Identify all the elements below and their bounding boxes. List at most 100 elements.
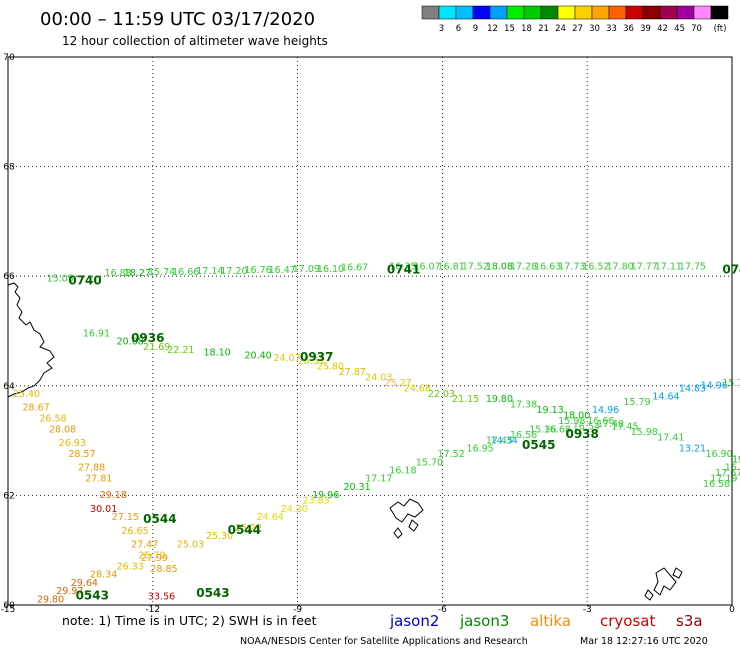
satellite-legend-jason3: jason3 — [459, 612, 509, 630]
colorbar-swatch — [438, 5, 457, 20]
colorbar-swatch — [421, 5, 440, 20]
swh-value: 18.00 — [563, 411, 590, 422]
time-label: 0543 — [76, 589, 109, 603]
colorbar-label: 12 — [487, 24, 498, 34]
swh-value: 24.68 — [404, 383, 431, 394]
swh-value: 16.67 — [341, 263, 368, 274]
colorbar-label: 70 — [691, 24, 702, 34]
x-tick-label: -15 — [1, 605, 16, 615]
swh-value: 24.07 — [273, 353, 300, 364]
time-label: 0741 — [387, 262, 420, 276]
swh-value: 28.08 — [49, 424, 76, 435]
swh-value: 23.83 — [302, 496, 329, 507]
swh-value: 27.99 — [141, 553, 168, 564]
colorbar-swatch — [625, 5, 644, 20]
y-tick-label: 66 — [3, 272, 15, 282]
swh-value: 28.57 — [68, 449, 95, 460]
colorbar-label: 3 — [439, 24, 444, 34]
y-tick-label: 62 — [3, 491, 14, 501]
y-axis-ticks: 60 62 64 66 68 70 — [3, 53, 15, 611]
swh-value: 16.81 — [438, 262, 465, 273]
swh-value: 24.64 — [257, 512, 284, 523]
data-points: 15.05 16.8318.2715.7416.6617.1417.2016.76… — [13, 262, 740, 606]
swh-value: 15.05 — [47, 274, 74, 285]
swh-value: 25.80 — [317, 361, 344, 372]
swh-value: 16.76 — [245, 265, 272, 276]
swh-value: 14.96 — [592, 405, 619, 416]
swh-value: 24.03 — [365, 372, 392, 383]
swh-value: 17.77 — [631, 262, 658, 273]
swh-value: 25.40 — [13, 389, 40, 400]
swh-value: 16.56 — [510, 430, 537, 441]
colorbar-swatch — [540, 5, 559, 20]
swh-value: 29.80 — [37, 594, 64, 605]
colorbar-swatch — [506, 5, 525, 20]
swh-value: 16.47 — [269, 265, 296, 276]
swh-value: 25.22 — [235, 523, 262, 534]
swh-value: 27.87 — [339, 367, 366, 378]
swh-value: 16.54 — [573, 422, 600, 433]
time-label: 0545 — [522, 438, 555, 452]
x-tick-label: -12 — [145, 605, 160, 615]
time-label: 0937 — [300, 350, 333, 364]
swh-value: 17.67 — [715, 468, 740, 479]
colorbar-swatch — [676, 5, 695, 20]
swh-value: 16.52 — [582, 262, 609, 273]
swh-value: 20.31 — [343, 482, 370, 493]
swh-value: 17.52 — [462, 262, 489, 273]
swh-value: 28.67 — [22, 402, 49, 413]
coastlines — [7, 282, 683, 601]
swh-value: 16.91 — [83, 328, 110, 339]
colorbar-label: 39 — [640, 24, 651, 34]
swh-value: 25.30 — [206, 531, 233, 542]
swh-value: 18.10 — [203, 348, 230, 359]
swh-value: 25.03 — [177, 539, 204, 550]
time-label: 0544 — [228, 523, 261, 537]
swh-value: 18.08 — [486, 262, 513, 273]
x-tick-label: -6 — [438, 605, 447, 615]
colorbar-label: 9 — [473, 24, 478, 34]
timestamp-text: Mar 18 12:27:16 UTC 2020 — [580, 636, 708, 647]
satellite-legend-cryosat: cryosat — [600, 612, 655, 630]
swh-value: 15.98 — [631, 427, 658, 438]
satellite-legend-altika: altika — [530, 612, 571, 630]
plot-area: 15.05 16.8318.2715.7416.6617.1417.2016.76… — [7, 56, 740, 606]
swh-value: 15.74 — [148, 267, 175, 278]
swh-value: 26.93 — [59, 438, 86, 449]
swh-value: 21.69 — [143, 342, 170, 353]
swh-value: 16.18 — [389, 465, 416, 476]
swh-value: 20.40 — [245, 350, 272, 361]
swh-value: 30.01 — [90, 504, 117, 515]
swh-value: 28.85 — [150, 564, 177, 575]
swh-value: 16.95 — [467, 444, 494, 455]
swh-value: 15.98 — [558, 416, 585, 427]
swh-value: 17.45 — [611, 422, 638, 433]
satellite-legend: jason2 jason3 altika cryosat s3a — [389, 612, 703, 630]
swh-value: 17.48 — [597, 419, 624, 430]
swh-value: 28.34 — [90, 570, 117, 581]
swh-value: 22.21 — [167, 345, 194, 356]
swh-value: 14.83 — [679, 383, 706, 394]
colorbar-label: 21 — [538, 24, 549, 34]
iceland-coastline — [7, 282, 55, 398]
swh-value: 26.65 — [121, 526, 148, 537]
swh-value: 17.09 — [293, 264, 320, 275]
chart-title: 00:00 – 11:59 UTC 03/17/2020 — [40, 9, 315, 30]
swh-value: 27.47 — [131, 539, 158, 550]
swh-value: 17.41 — [657, 433, 684, 444]
colorbar-swatch — [557, 5, 576, 20]
swh-value: 17.38 — [510, 400, 537, 411]
swh-value: 17.11 — [655, 262, 682, 273]
colorbar-swatch — [693, 5, 712, 20]
colorbar-label: 18 — [521, 24, 532, 34]
swh-value: 19.13 — [537, 405, 564, 416]
swh-value: 29.97 — [56, 586, 83, 597]
chart-subtitle: 12 hour collection of altimeter wave hei… — [62, 34, 328, 48]
x-tick-label: 0 — [729, 605, 735, 615]
plot-frame — [7, 56, 733, 606]
swh-value: 17.17 — [365, 474, 392, 485]
swh-value: 17.14 — [196, 266, 223, 277]
swh-value: 13.21 — [679, 444, 706, 455]
swh-value: 16.63 — [534, 262, 561, 273]
swh-value: 27.15 — [112, 512, 139, 523]
